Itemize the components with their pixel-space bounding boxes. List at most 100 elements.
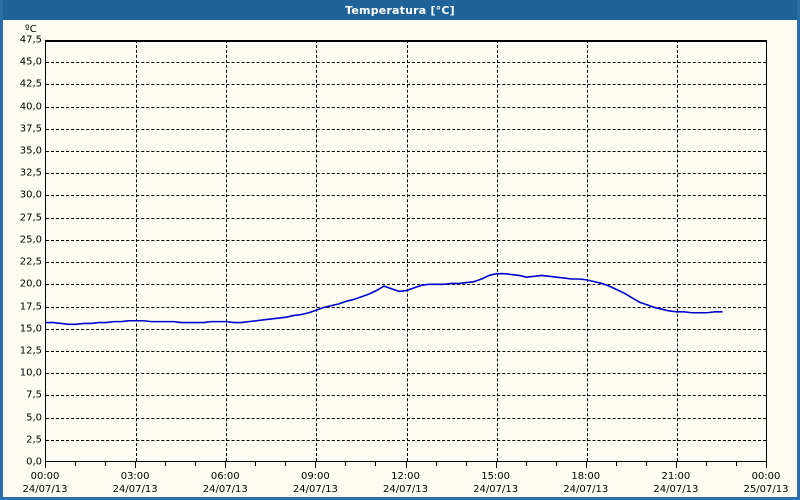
y-axis-tick-label: 20,0	[19, 278, 42, 290]
y-axis-tick-label: 42,5	[19, 78, 42, 90]
plot-frame-right	[765, 40, 767, 462]
x-axis-tick-mark	[105, 462, 107, 466]
y-axis-tick-label: 47,5	[19, 34, 42, 46]
gridline-horizontal	[46, 328, 766, 330]
x-axis-tick-date: 24/07/13	[383, 484, 428, 495]
y-axis-tick-label: 32,5	[19, 167, 42, 179]
gridline-horizontal	[46, 151, 766, 153]
plot-area	[45, 40, 766, 462]
x-axis-tick-mark	[525, 462, 527, 466]
x-axis-tick-mark	[555, 462, 557, 466]
x-axis-tick-label: 18:00 24/07/13	[563, 470, 608, 496]
x-axis-tick-date: 24/07/13	[563, 484, 609, 495]
x-axis-tick-date: 24/07/13	[112, 484, 158, 495]
gridline-horizontal	[46, 195, 766, 197]
x-axis-tick-label: 12:00 24/07/13	[383, 470, 428, 496]
gridline-horizontal	[46, 217, 766, 219]
gridline-horizontal	[46, 128, 766, 130]
x-axis-tick-mark	[495, 462, 497, 468]
gridline-horizontal	[46, 239, 766, 241]
x-axis-tick-date: 24/07/13	[22, 484, 68, 495]
y-axis-tick-label: 35,0	[19, 145, 42, 157]
y-axis-tick-label: 40,0	[19, 101, 42, 113]
y-axis-tick-label: 25,0	[19, 234, 42, 246]
gridline-horizontal	[46, 62, 766, 64]
y-axis-tick-label: 5,0	[26, 412, 42, 424]
x-axis-tick-mark	[165, 462, 167, 466]
x-axis-tick-mark	[225, 462, 227, 468]
gridline-vertical	[226, 40, 228, 461]
gridline-horizontal	[46, 284, 766, 286]
gridline-vertical	[676, 40, 678, 461]
y-axis-tick-label: 22,5	[19, 256, 42, 268]
x-axis-tick-time: 12:00	[391, 471, 420, 482]
x-axis-tick-label: 00:00 24/07/13	[23, 470, 68, 496]
x-axis-tick-time: 15:00	[481, 471, 511, 482]
x-axis-tick-mark	[195, 462, 197, 466]
x-axis-tick-time: 03:00	[120, 471, 150, 482]
gridline-horizontal	[46, 173, 766, 175]
x-axis-tick-time: 18:00	[571, 471, 601, 482]
gridline-horizontal	[46, 262, 766, 264]
x-axis-tick-date: 24/07/13	[292, 484, 338, 495]
y-axis-tick-label: 2,5	[26, 434, 42, 446]
x-axis-tick-date: 24/07/13	[473, 484, 519, 495]
x-axis-tick-mark	[766, 462, 767, 468]
x-axis-tick-mark	[585, 462, 587, 468]
gridline-vertical	[406, 40, 408, 461]
x-axis-tick-mark	[135, 462, 137, 468]
x-axis-tick-time: 00:00	[30, 471, 60, 482]
page-title: Temperatura [°C]	[345, 3, 455, 17]
gridline-vertical	[586, 40, 588, 461]
x-axis-tick-mark	[675, 462, 677, 468]
y-axis-tick-label: 30,0	[19, 189, 42, 201]
x-axis-tick-time: 06:00	[210, 471, 240, 482]
x-axis-tick-time: 21:00	[661, 471, 691, 482]
x-axis-tick-mark	[465, 462, 467, 466]
x-axis-tick-mark	[285, 462, 287, 466]
x-axis-tick-time: 09:00	[300, 471, 330, 482]
y-axis-tick-label: 0,0	[26, 456, 42, 468]
gridline-horizontal	[46, 306, 766, 308]
y-axis-tick-label: 45,0	[19, 56, 42, 68]
chart-canvas: ºC 47,5 45,0 42,5 40,0 37,5 35,0 32,5 30,0 27,5 2…	[3, 20, 797, 497]
x-axis-tick-mark	[45, 462, 46, 468]
x-axis-tick-mark	[345, 462, 347, 466]
x-axis-tick-mark	[405, 462, 407, 468]
y-axis-tick-label: 7,5	[26, 389, 42, 401]
gridline-vertical	[316, 40, 318, 461]
x-axis-tick-label: 00:00 25/07/13	[744, 470, 789, 496]
y-axis-unit-label: ºC	[25, 24, 37, 35]
gridline-horizontal	[46, 350, 766, 352]
x-axis-tick-mark	[75, 462, 77, 466]
x-axis-tick-mark	[435, 462, 437, 466]
plot-frame-top	[45, 40, 767, 42]
y-axis-tick-label: 37,5	[19, 123, 42, 135]
gridline-horizontal	[46, 395, 766, 397]
x-axis-tick-label: 21:00 24/07/13	[653, 470, 698, 496]
gridline-vertical	[496, 40, 498, 461]
x-axis-tick-label: 03:00 24/07/13	[113, 470, 158, 496]
gridline-horizontal	[46, 373, 766, 375]
y-axis-tick-label: 12,5	[19, 345, 42, 357]
x-axis-tick-mark	[705, 462, 707, 466]
x-axis-tick-mark	[315, 462, 317, 468]
x-axis-tick-date: 25/07/13	[743, 484, 789, 495]
x-axis-tick-date: 24/07/13	[653, 484, 699, 495]
y-axis-tick-label: 27,5	[19, 212, 42, 224]
x-axis-tick-time: 00:00	[751, 471, 781, 482]
gridline-horizontal	[46, 106, 766, 108]
window-title-bar: Temperatura [°C]	[3, 0, 797, 20]
gridline-horizontal	[46, 417, 766, 419]
x-axis-tick-mark	[255, 462, 257, 466]
x-axis-tick-date: 24/07/13	[202, 484, 248, 495]
x-axis-tick-mark	[735, 462, 737, 466]
y-axis-tick-label: 17,5	[19, 301, 42, 313]
y-axis-tick-label: 15,0	[19, 323, 42, 335]
x-axis-tick-label: 09:00 24/07/13	[293, 470, 338, 496]
gridline-vertical	[136, 40, 138, 461]
x-axis-tick-mark	[645, 462, 647, 466]
x-axis-tick-label: 15:00 24/07/13	[473, 470, 518, 496]
series-line	[45, 272, 723, 326]
